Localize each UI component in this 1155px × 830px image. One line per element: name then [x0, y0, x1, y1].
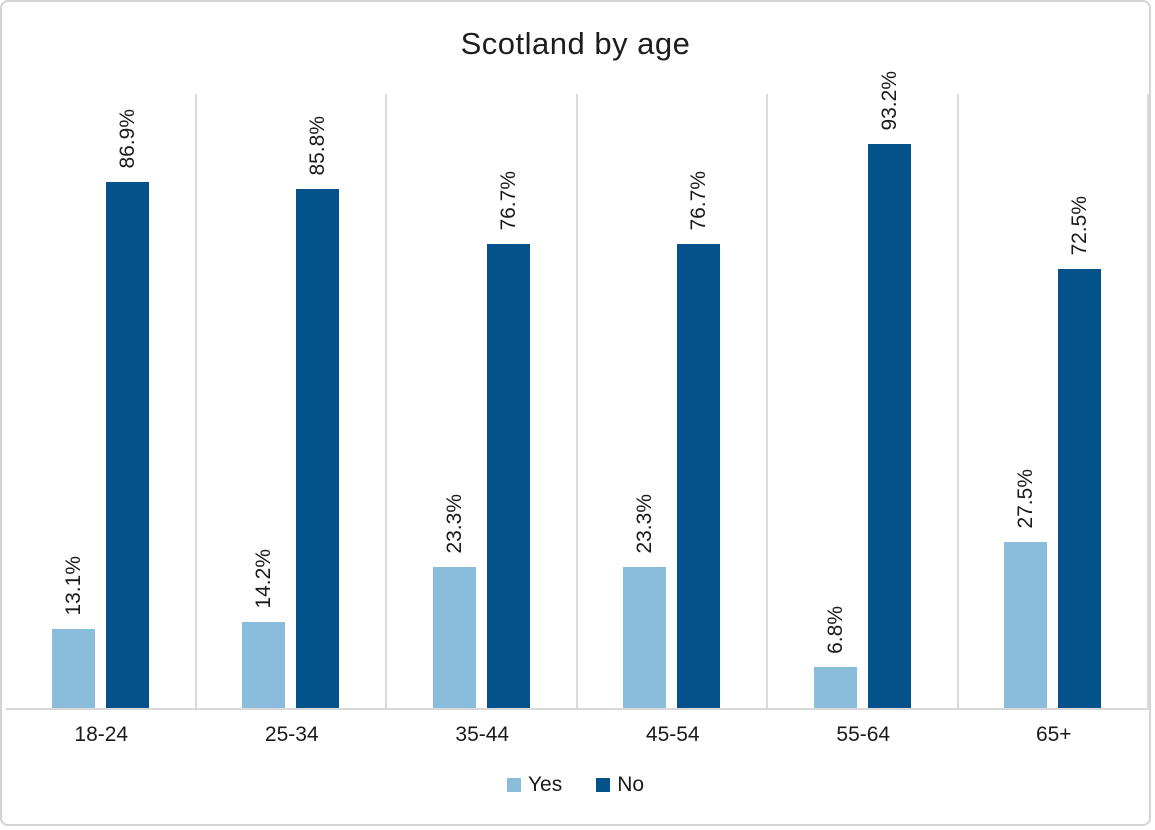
category-group: 13.1% 86.9% — [6, 94, 197, 708]
bar-unit-yes: 23.3% — [432, 494, 476, 708]
legend-item-no: No — [596, 773, 644, 797]
bar-yes — [242, 622, 286, 708]
legend-label: Yes — [527, 773, 563, 796]
bar-unit-yes: 27.5% — [1004, 469, 1048, 708]
bar-yes — [1004, 542, 1048, 708]
category-group: 14.2% 85.8% — [197, 94, 387, 708]
bar-no — [105, 182, 149, 708]
bar-unit-yes: 23.3% — [623, 494, 667, 708]
bar-pair: 14.2% 85.8% — [242, 116, 340, 708]
bar-unit-no: 85.8% — [296, 116, 340, 708]
data-label: 23.3% — [633, 494, 657, 554]
bar-no — [486, 244, 530, 708]
bar-no — [1058, 269, 1102, 708]
x-axis-label: 35-44 — [455, 723, 510, 746]
bar-pair: 23.3% 76.7% — [432, 171, 530, 708]
x-axis: 18-24 25-34 35-44 45-54 55-64 65+ — [6, 710, 1149, 747]
x-axis-label: 65+ — [1035, 723, 1072, 746]
legend-swatch-yes — [506, 778, 521, 792]
category-group: 23.3% 76.7% — [387, 94, 578, 708]
data-label: 13.1% — [61, 556, 85, 616]
data-label: 76.7% — [496, 171, 520, 231]
data-label: 6.8% — [823, 606, 847, 654]
x-axis-label: 18-24 — [74, 723, 129, 746]
category-group: 27.5% 72.5% — [959, 94, 1149, 708]
plot-area: 13.1% 86.9% 14.2% 85.8% 23.3% 76.7% 23.3% 76.7%… — [6, 71, 1149, 710]
x-axis-label: 25-34 — [264, 723, 319, 746]
bar-yes — [432, 567, 476, 708]
data-label: 93.2% — [877, 71, 901, 131]
x-axis-label: 45-54 — [645, 723, 700, 746]
data-label: 85.8% — [306, 116, 330, 176]
legend-label: No — [617, 773, 645, 796]
bar-yes — [623, 567, 667, 708]
bar-unit-yes: 14.2% — [242, 549, 286, 708]
bar-no — [677, 244, 721, 708]
bar-no — [296, 189, 340, 708]
bar-pair: 6.8% 93.2% — [813, 71, 911, 708]
bar-pair: 13.1% 86.9% — [51, 109, 149, 708]
data-label: 27.5% — [1014, 469, 1038, 529]
bar-unit-no: 93.2% — [867, 71, 911, 708]
bar-unit-no: 72.5% — [1058, 196, 1102, 708]
bar-yes — [813, 667, 857, 708]
x-axis-label: 55-64 — [836, 723, 891, 746]
category-group: 23.3% 76.7% — [578, 94, 768, 708]
category-group: 6.8% 93.2% — [768, 71, 959, 708]
data-label: 72.5% — [1068, 196, 1092, 256]
legend: Yes No — [2, 773, 1149, 797]
bar-pair: 27.5% 72.5% — [1004, 196, 1102, 708]
bar-unit-yes: 13.1% — [51, 556, 95, 708]
legend-swatch-no — [596, 778, 611, 792]
bar-no — [867, 144, 911, 708]
bar-unit-no: 86.9% — [105, 109, 149, 708]
bar-unit-no: 76.7% — [486, 171, 530, 708]
chart-title: Scotland by age — [460, 26, 691, 61]
bar-unit-no: 76.7% — [677, 171, 721, 708]
bar-pair: 23.3% 76.7% — [623, 171, 721, 708]
data-label: 86.9% — [115, 109, 139, 169]
bar-unit-yes: 6.8% — [813, 606, 857, 708]
legend-item-yes: Yes — [506, 773, 563, 797]
bar-yes — [51, 629, 95, 708]
data-label: 14.2% — [252, 549, 276, 609]
data-label: 23.3% — [442, 494, 466, 554]
data-label: 76.7% — [687, 171, 711, 231]
